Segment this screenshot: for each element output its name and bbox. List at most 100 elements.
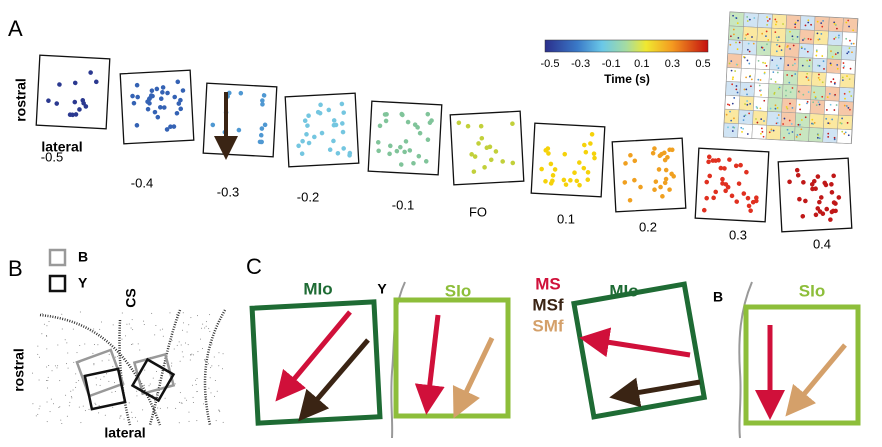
inset-dot	[735, 17, 738, 20]
stipple	[47, 380, 49, 382]
stipple	[98, 412, 100, 414]
inset-dot	[770, 78, 773, 81]
stipple	[180, 402, 182, 404]
mio-box	[571, 281, 708, 420]
dot	[734, 199, 740, 204]
inset-dot	[776, 121, 779, 124]
inset-dot	[817, 76, 820, 79]
inset-dot	[773, 91, 776, 94]
sulcus-line	[39, 313, 162, 426]
inset-dot	[785, 89, 787, 92]
inset-dot	[812, 123, 815, 125]
inset-cell	[838, 87, 855, 103]
stipple	[121, 338, 123, 340]
inset-dot	[735, 85, 738, 87]
inset-cell	[756, 27, 773, 43]
dot	[550, 173, 556, 178]
legend-label: MS	[535, 274, 561, 293]
stipple	[67, 367, 69, 369]
dot	[174, 110, 180, 116]
frame	[284, 92, 360, 168]
stipple	[143, 323, 145, 325]
stipple	[61, 313, 63, 315]
stipple	[79, 311, 81, 313]
stipple	[171, 339, 173, 341]
dot	[164, 127, 170, 132]
inset-dot	[841, 117, 844, 120]
inset-dot	[766, 23, 769, 26]
stipple	[152, 377, 154, 379]
dot	[706, 154, 712, 160]
inset-dot	[817, 38, 820, 41]
stipple	[201, 327, 203, 329]
dot	[665, 154, 670, 160]
stipple	[154, 334, 156, 336]
arrow	[609, 377, 701, 408]
legend-label: B	[78, 249, 88, 265]
stipple	[130, 343, 132, 345]
dot	[376, 148, 381, 154]
stipple	[188, 324, 190, 326]
inset-dot	[850, 95, 853, 97]
stipple	[169, 312, 171, 314]
colorbar	[544, 39, 709, 53]
dot	[340, 129, 346, 135]
inset-dot	[740, 126, 743, 129]
dot	[347, 152, 352, 158]
inset-dot	[779, 57, 782, 60]
sio-box	[743, 304, 861, 426]
inset-dot	[760, 132, 762, 135]
inset-dot	[778, 86, 781, 89]
stipple	[32, 403, 34, 405]
inset-cell	[726, 53, 743, 69]
inset-dot	[733, 126, 736, 129]
stipple	[70, 396, 72, 398]
inset-dot	[821, 95, 824, 98]
stipple	[80, 422, 82, 424]
stipple	[48, 320, 50, 322]
inset-dot	[794, 23, 797, 26]
stipple	[73, 361, 75, 363]
inset-dot	[729, 110, 731, 113]
stipple	[64, 319, 66, 321]
inset-dot	[843, 65, 846, 68]
inset-dot	[751, 36, 753, 38]
dot	[662, 150, 667, 156]
dot	[787, 179, 792, 185]
stipple	[72, 389, 74, 391]
inset-dot	[825, 117, 828, 120]
inset-dot	[764, 62, 767, 65]
dot	[130, 93, 135, 99]
dot	[312, 134, 317, 140]
stipple	[180, 344, 182, 346]
inset-dot	[763, 120, 765, 122]
inset-dot	[848, 78, 851, 81]
inset-dot	[807, 21, 810, 24]
inset-cell	[751, 124, 767, 140]
inset-dot	[800, 128, 803, 131]
dot	[77, 107, 82, 112]
stipple	[171, 365, 173, 367]
stipple	[209, 330, 211, 332]
dot	[306, 140, 312, 146]
brain-section	[32, 309, 227, 426]
stipple	[64, 339, 66, 341]
inset-dot	[793, 58, 796, 61]
dot	[168, 124, 173, 130]
dot	[46, 98, 51, 103]
dot	[257, 139, 263, 145]
dot	[131, 100, 137, 106]
dot	[326, 107, 332, 113]
inset-dot	[798, 123, 801, 126]
stipple	[178, 422, 180, 424]
dot	[407, 148, 413, 153]
stipple	[35, 415, 37, 417]
stipple	[170, 336, 172, 338]
dot	[669, 171, 674, 177]
stipple	[185, 342, 187, 344]
inset-dot	[731, 102, 734, 105]
inset-dot	[774, 107, 777, 110]
inset-dot	[774, 23, 777, 26]
stipple	[101, 360, 103, 362]
